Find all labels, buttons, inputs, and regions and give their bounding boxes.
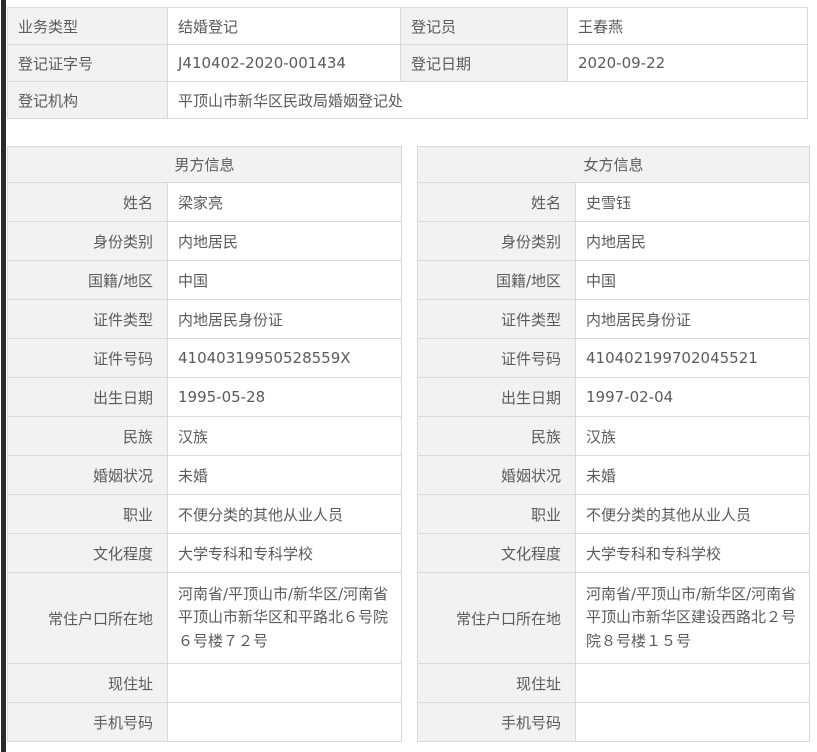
info-row: 常住户口所在地 河南省/平顶山市/新华区/河南省平顶山市新华区和平路北６号院６号… bbox=[8, 573, 402, 664]
summary-row: 登记机构 平顶山市新华区民政局婚姻登记处 bbox=[8, 82, 808, 119]
summary-row: 登记证字号 J410402-2020-001434 登记日期 2020-09-2… bbox=[8, 45, 808, 82]
info-row: 身份类别 内地居民 bbox=[8, 222, 402, 261]
field-value bbox=[168, 703, 402, 742]
male-info-table: 男方信息 姓名 梁家亮 身份类别 内地居民 国籍/地区 中国 证件类型 内地居民… bbox=[7, 146, 402, 742]
field-value bbox=[168, 664, 402, 703]
field-label: 身份类别 bbox=[418, 222, 576, 261]
field-value: 不便分类的其他从业人员 bbox=[168, 495, 402, 534]
info-row: 手机号码 bbox=[8, 703, 402, 742]
info-row: 手机号码 bbox=[418, 703, 810, 742]
field-label: 证件号码 bbox=[418, 339, 576, 378]
field-label: 现住址 bbox=[418, 664, 576, 703]
info-row: 文化程度 大学专科和专科学校 bbox=[418, 534, 810, 573]
field-value: 1995-05-28 bbox=[168, 378, 402, 417]
field-value: 未婚 bbox=[576, 456, 810, 495]
info-row: 婚姻状况 未婚 bbox=[8, 456, 402, 495]
field-value: 内地居民身份证 bbox=[168, 300, 402, 339]
section-title: 女方信息 bbox=[418, 147, 810, 183]
section-title: 男方信息 bbox=[8, 147, 402, 183]
info-row: 出生日期 1995-05-28 bbox=[8, 378, 402, 417]
field-label: 现住址 bbox=[8, 664, 168, 703]
field-value: 内地居民 bbox=[576, 222, 810, 261]
field-label: 常住户口所在地 bbox=[8, 573, 168, 664]
field-label: 文化程度 bbox=[8, 534, 168, 573]
info-row: 证件号码 410402199702045521 bbox=[418, 339, 810, 378]
info-row: 证件类型 内地居民身份证 bbox=[418, 300, 810, 339]
field-value: 1997-02-04 bbox=[576, 378, 810, 417]
field-value: 平顶山市新华区民政局婚姻登记处 bbox=[168, 82, 808, 119]
field-label: 职业 bbox=[8, 495, 168, 534]
field-label: 出生日期 bbox=[8, 378, 168, 417]
field-value: 不便分类的其他从业人员 bbox=[576, 495, 810, 534]
field-value: 汉族 bbox=[168, 417, 402, 456]
field-label: 证件类型 bbox=[8, 300, 168, 339]
field-value: 内地居民 bbox=[168, 222, 402, 261]
info-row: 民族 汉族 bbox=[418, 417, 810, 456]
field-value: 结婚登记 bbox=[168, 8, 401, 45]
field-label: 婚姻状况 bbox=[8, 456, 168, 495]
info-row: 姓名 史雪钰 bbox=[418, 183, 810, 222]
field-value: 41040319950528559X bbox=[168, 339, 402, 378]
info-row: 职业 不便分类的其他从业人员 bbox=[418, 495, 810, 534]
field-value: 河南省/平顶山市/新华区/河南省平顶山市新华区和平路北６号院６号楼７２号 bbox=[168, 573, 402, 664]
field-value: 内地居民身份证 bbox=[576, 300, 810, 339]
field-value: 史雪钰 bbox=[576, 183, 810, 222]
field-value: J410402-2020-001434 bbox=[168, 45, 401, 82]
info-row: 国籍/地区 中国 bbox=[8, 261, 402, 300]
info-row: 民族 汉族 bbox=[8, 417, 402, 456]
info-row: 出生日期 1997-02-04 bbox=[418, 378, 810, 417]
info-row: 文化程度 大学专科和专科学校 bbox=[8, 534, 402, 573]
field-label: 姓名 bbox=[418, 183, 576, 222]
field-label: 登记员 bbox=[401, 8, 568, 45]
field-label: 手机号码 bbox=[418, 703, 576, 742]
field-label: 民族 bbox=[8, 417, 168, 456]
left-edge-strip bbox=[1, 0, 6, 752]
field-label: 证件号码 bbox=[8, 339, 168, 378]
info-row: 身份类别 内地居民 bbox=[418, 222, 810, 261]
field-label: 民族 bbox=[418, 417, 576, 456]
field-label: 职业 bbox=[418, 495, 576, 534]
info-row: 常住户口所在地 河南省/平顶山市/新华区/河南省平顶山市新华区建设西路北２号院８… bbox=[418, 573, 810, 664]
field-value: 中国 bbox=[576, 261, 810, 300]
info-row: 姓名 梁家亮 bbox=[8, 183, 402, 222]
field-label: 国籍/地区 bbox=[418, 261, 576, 300]
info-row: 职业 不便分类的其他从业人员 bbox=[8, 495, 402, 534]
info-row: 现住址 bbox=[8, 664, 402, 703]
field-value: 大学专科和专科学校 bbox=[168, 534, 402, 573]
info-row: 现住址 bbox=[418, 664, 810, 703]
field-label: 登记证字号 bbox=[8, 45, 168, 82]
field-value: 中国 bbox=[168, 261, 402, 300]
field-label: 常住户口所在地 bbox=[418, 573, 576, 664]
field-label: 婚姻状况 bbox=[418, 456, 576, 495]
field-label: 登记日期 bbox=[401, 45, 568, 82]
info-row: 婚姻状况 未婚 bbox=[418, 456, 810, 495]
summary-row: 业务类型 结婚登记 登记员 王春燕 bbox=[8, 8, 808, 45]
field-label: 姓名 bbox=[8, 183, 168, 222]
female-info-table: 女方信息 姓名 史雪钰 身份类别 内地居民 国籍/地区 中国 证件类型 内地居民… bbox=[417, 146, 810, 742]
field-label: 出生日期 bbox=[418, 378, 576, 417]
field-label: 国籍/地区 bbox=[8, 261, 168, 300]
field-value: 大学专科和专科学校 bbox=[576, 534, 810, 573]
field-label: 文化程度 bbox=[418, 534, 576, 573]
field-value: 2020-09-22 bbox=[568, 45, 808, 82]
field-value bbox=[576, 664, 810, 703]
info-row: 证件类型 内地居民身份证 bbox=[8, 300, 402, 339]
field-label: 身份类别 bbox=[8, 222, 168, 261]
field-value: 梁家亮 bbox=[168, 183, 402, 222]
field-value: 王春燕 bbox=[568, 8, 808, 45]
field-value bbox=[576, 703, 810, 742]
field-label: 业务类型 bbox=[8, 8, 168, 45]
field-value: 河南省/平顶山市/新华区/河南省平顶山市新华区建设西路北２号院８号楼１５号 bbox=[576, 573, 810, 664]
field-value: 汉族 bbox=[576, 417, 810, 456]
field-label: 登记机构 bbox=[8, 82, 168, 119]
field-label: 证件类型 bbox=[418, 300, 576, 339]
registration-summary-table: 业务类型 结婚登记 登记员 王春燕 登记证字号 J410402-2020-001… bbox=[7, 7, 808, 119]
field-value: 未婚 bbox=[168, 456, 402, 495]
info-row: 证件号码 41040319950528559X bbox=[8, 339, 402, 378]
info-row: 国籍/地区 中国 bbox=[418, 261, 810, 300]
field-label: 手机号码 bbox=[8, 703, 168, 742]
field-value: 410402199702045521 bbox=[576, 339, 810, 378]
